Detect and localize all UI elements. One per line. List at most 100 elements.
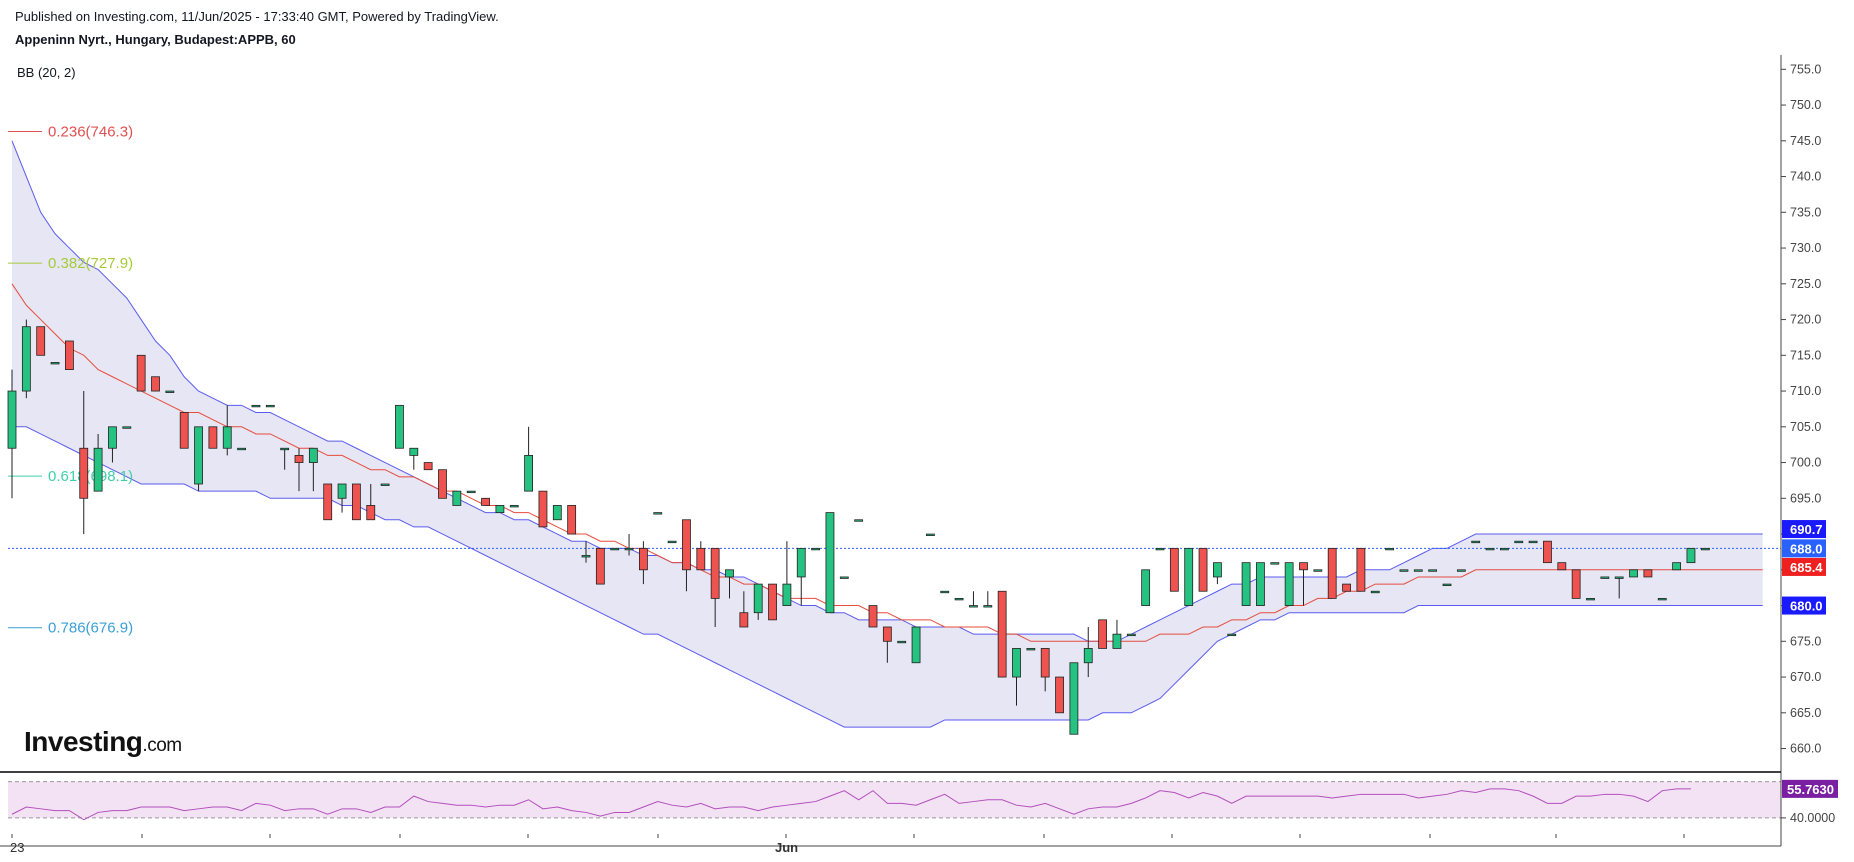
candle — [1500, 547, 1509, 551]
candle — [423, 462, 433, 471]
candle-body — [165, 390, 175, 393]
candles — [7, 319, 1710, 735]
candle — [1126, 633, 1136, 637]
candle-body — [825, 512, 835, 614]
price-tag-bg — [1782, 557, 1826, 576]
rsi-band-fill — [8, 781, 1781, 818]
candle-body — [567, 505, 577, 535]
candle — [1356, 547, 1366, 592]
price-tick-label: 665.0 — [1790, 706, 1821, 720]
price-tags: 690.7 688.0 685.4 680.0 — [1782, 520, 1826, 615]
candle — [36, 326, 46, 356]
candle-body — [1614, 576, 1624, 579]
price-tick-label: 755.0 — [1790, 62, 1821, 76]
candle — [265, 404, 275, 408]
candle-body — [308, 447, 318, 463]
candle-body — [1184, 547, 1194, 606]
candle-body — [65, 340, 74, 371]
candle-body — [1112, 633, 1122, 649]
price-tick-label: 720.0 — [1790, 313, 1821, 327]
candle-body — [1456, 569, 1466, 572]
candle-body — [983, 605, 993, 608]
candle — [79, 391, 89, 535]
rsi-line — [11, 788, 1691, 821]
candle — [595, 547, 605, 585]
logo-name: Investing — [24, 726, 143, 757]
candle — [1471, 540, 1481, 544]
candle — [1557, 562, 1567, 571]
price-tick-label: 660.0 — [1790, 742, 1821, 756]
candle-body — [1069, 662, 1079, 735]
candle — [1571, 569, 1581, 599]
price-tick-label: 700.0 — [1790, 456, 1821, 470]
candle-body — [1385, 547, 1394, 551]
candle — [1198, 547, 1208, 592]
candle-body — [581, 555, 591, 558]
candle — [1040, 648, 1050, 692]
candle — [351, 483, 361, 521]
candle-body — [337, 483, 347, 499]
candle-body — [1342, 583, 1351, 592]
candle — [753, 583, 763, 620]
candle-body — [782, 583, 792, 606]
candle — [222, 405, 232, 456]
candle — [1184, 547, 1194, 606]
candle-body — [595, 547, 605, 585]
candle-body — [222, 426, 232, 449]
candle-body — [21, 326, 31, 392]
logo-suffix: .com — [142, 735, 182, 756]
candle — [839, 576, 849, 579]
candle-body — [36, 326, 46, 356]
candle — [1327, 547, 1337, 599]
candle-body — [1055, 676, 1064, 714]
candle-body — [1213, 562, 1222, 578]
candle-body — [1370, 590, 1380, 594]
candle-body — [1356, 547, 1366, 592]
candle-body — [1083, 648, 1093, 664]
candle — [1614, 576, 1624, 599]
candle-body — [969, 605, 978, 608]
candle — [509, 505, 519, 508]
candle — [136, 354, 146, 392]
time-label-23: 23 — [10, 840, 24, 855]
candle — [710, 547, 720, 627]
candle — [725, 569, 734, 599]
candle — [1657, 598, 1667, 601]
bb-basis-line — [11, 283, 1763, 642]
publish-info: Published on Investing.com, 11/Jun/2025 … — [15, 9, 499, 24]
candle-body — [208, 426, 218, 449]
candle — [1083, 627, 1093, 678]
candle-body — [1471, 540, 1481, 544]
candle-body — [237, 447, 247, 451]
candle — [495, 505, 505, 514]
candle — [1672, 562, 1681, 571]
candle — [1012, 648, 1021, 706]
candle — [452, 490, 462, 506]
price-tick-label: 730.0 — [1790, 241, 1821, 255]
candle — [1299, 562, 1308, 606]
candle-body — [1600, 576, 1610, 579]
candle — [294, 448, 304, 492]
candle — [1313, 569, 1323, 572]
candle — [1342, 583, 1351, 592]
candle-body — [552, 505, 562, 521]
candle-body — [1543, 540, 1552, 564]
candle — [108, 426, 117, 463]
candle — [926, 533, 935, 536]
candle-body — [251, 404, 261, 408]
bollinger-bands — [8, 140, 1781, 728]
axes: 755.0 750.0 745.0 740.0 735.0 730.0 725.0 720.0… — [0, 55, 1821, 855]
candle — [538, 490, 548, 528]
candle-body — [1485, 547, 1495, 551]
candle-body — [524, 454, 533, 492]
candle-body — [725, 569, 734, 578]
candle — [1098, 619, 1107, 649]
price-tick-label: 710.0 — [1790, 384, 1821, 398]
fib-level-label: 0.236(746.3) — [48, 124, 133, 141]
candle — [151, 376, 160, 392]
bb-indicator-label[interactable]: BB (20, 2) — [17, 65, 76, 80]
candle-body — [696, 547, 706, 571]
candle-body — [409, 447, 419, 456]
rsi-value-tag: 55.7630 — [1787, 782, 1834, 797]
